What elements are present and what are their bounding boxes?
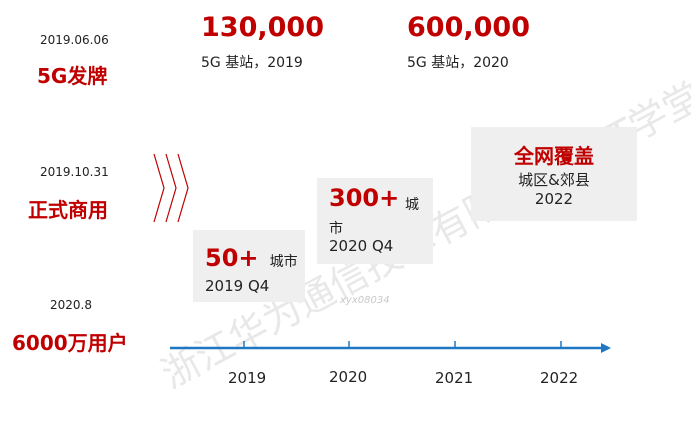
box-2019-value: 50+ [205, 244, 259, 272]
year-label-2019: 2019 [228, 369, 267, 387]
box-2020: 300+ 城 市 2020 Q4 [317, 178, 433, 264]
box-2022: 全网覆盖 城区&郊县 2022 [471, 127, 637, 221]
stat-caption-2019: 5G 基站，2019 [201, 55, 303, 71]
box-2019: 50+ 城市 2019 Q4 [193, 230, 305, 302]
milestone-title-2: 正式商用 [28, 198, 108, 222]
box-2020-value: 300+ [329, 184, 400, 212]
year-label-2021: 2021 [435, 369, 474, 387]
year-label-2022: 2022 [540, 369, 579, 387]
box-2019-period: 2019 Q4 [205, 277, 270, 295]
box-2020-unit-2: 市 [329, 221, 343, 237]
milestone-title-1: 5G发牌 [37, 64, 108, 88]
stat-value-2020: 600,000 [407, 12, 530, 43]
box-2020-unit-1: 城 [405, 197, 419, 213]
milestone-date-1: 2019.06.06 [40, 33, 109, 47]
box-2022-title: 全网覆盖 [514, 144, 594, 168]
stat-caption-2020: 5G 基站，2020 [407, 55, 509, 71]
chevron-arrows-icon [153, 153, 189, 223]
year-label-2020: 2020 [329, 368, 368, 386]
box-2022-line2: 2022 [534, 190, 574, 208]
watermark-tag: xyx08034 [340, 295, 390, 306]
milestone-title-3: 6000万用户 [12, 331, 128, 355]
timeline-axis [170, 341, 611, 353]
box-2020-period: 2020 Q4 [329, 237, 394, 255]
box-2019-unit: 城市 [269, 254, 298, 270]
milestone-date-2: 2019.10.31 [40, 165, 109, 179]
stat-value-2019: 130,000 [201, 12, 324, 43]
box-2022-line1: 城区&郊县 [518, 171, 590, 189]
milestone-date-3: 2020.8 [50, 298, 92, 312]
